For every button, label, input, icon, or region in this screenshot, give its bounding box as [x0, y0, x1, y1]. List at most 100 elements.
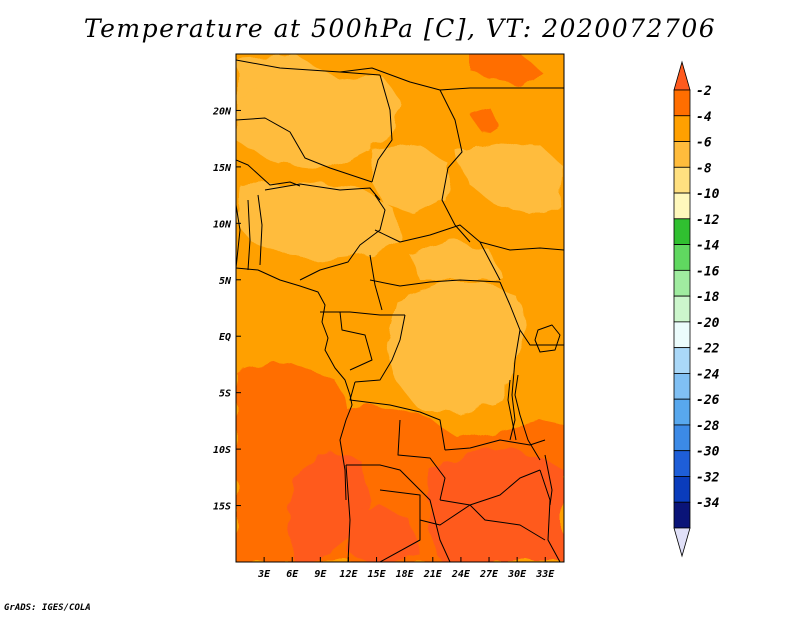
contour-congo-minus6-b: [410, 240, 500, 280]
legend-color-box: [673, 347, 691, 374]
legend-color-box: [673, 321, 691, 349]
legend-label: -14: [696, 239, 720, 254]
lake-malawi: [544, 454, 553, 506]
border-angola-zambia: [397, 419, 446, 501]
lake-tanganyika: [507, 379, 517, 441]
border-sudan-chad: [439, 89, 471, 243]
lon-tick-label: 12E: [339, 569, 358, 580]
border-ghana: [236, 204, 241, 269]
contour-north-minus6-b: [236, 90, 290, 130]
field-contours: [236, 54, 564, 562]
contour-west-minus6: [236, 182, 400, 260]
lon-tick-label: 21E: [423, 569, 443, 580]
map-frame: [235, 53, 565, 563]
legend-color-box: [673, 501, 691, 529]
legend-label: -18: [696, 290, 720, 305]
legend-label: -20: [696, 316, 720, 331]
contour-south-minus2-b: [470, 108, 500, 135]
lon-tick-label: 18E: [396, 569, 415, 580]
border-car-south: [369, 279, 501, 287]
legend-label: -26: [696, 393, 720, 408]
contour-north-minus6: [236, 58, 400, 170]
legend-color-box: [673, 89, 691, 117]
legend-label: -34: [696, 496, 720, 511]
lat-tick-label: 15N: [213, 163, 232, 174]
border-benin: [257, 194, 263, 266]
lat-tick-label: 20N: [212, 106, 232, 117]
contour-south-0-b: [430, 448, 564, 562]
legend-label: -12: [696, 213, 720, 228]
border-car-north: [374, 224, 501, 281]
legend-label: -28: [696, 419, 720, 434]
legend-color-box: [673, 398, 691, 426]
contour-south-0-c: [346, 505, 420, 562]
grads-credit: GrADS: IGES/COLA: [4, 603, 91, 613]
temperature-field: [236, 54, 564, 562]
legend-arrow-bottom: [673, 527, 691, 558]
legend-arrow-top: [673, 60, 691, 91]
border-mali-niger: [236, 117, 373, 183]
lake-victoria: [534, 324, 561, 353]
coast-west-africa: [236, 267, 353, 501]
border-nigeria-north: [264, 183, 381, 201]
legend-color-box: [673, 476, 691, 503]
border-libya-chad: [371, 74, 393, 183]
legend-color-box: [673, 244, 691, 271]
lat-tick-label: 5N: [219, 276, 232, 287]
border-zambia-zim: [439, 469, 541, 506]
border-south-sudan: [479, 241, 564, 251]
lon-tick-label: 24E: [451, 569, 471, 580]
legend-label: -32: [696, 470, 720, 485]
legend-color-box: [673, 373, 691, 400]
lat-tick-label: 10S: [213, 445, 231, 456]
lat-tick-label: EQ: [219, 332, 231, 343]
lon-tick-label: 15E: [368, 569, 387, 580]
latitude-axis: 20N 15N 10N 5N EQ 5S 10S 15S: [212, 106, 241, 513]
borders: [236, 59, 564, 562]
border-togo: [247, 199, 251, 271]
lat-tick-label: 10N: [213, 219, 232, 230]
contour-ne-minus2: [470, 54, 540, 85]
border-drc-zambia: [444, 439, 546, 451]
legend-color-box: [673, 295, 691, 323]
legend-color-box: [673, 192, 691, 220]
legend-label: -2: [696, 84, 712, 99]
legend-label: -30: [696, 445, 720, 460]
legend-label: -22: [696, 342, 720, 357]
legend-color-box: [673, 450, 691, 477]
longitude-axis: 3E 6E 9E 12E 15E 18E 21E 24E 27E 30E 33E: [257, 557, 555, 580]
legend-color-box: [673, 166, 691, 194]
legend-label: -8: [696, 161, 712, 176]
border-namibia: [346, 464, 451, 562]
border-botswana: [419, 504, 471, 526]
legend-label: -16: [696, 264, 720, 279]
lon-tick-label: 9E: [314, 569, 327, 580]
legend-color-box: [673, 218, 691, 245]
border-cameroon-car: [369, 254, 383, 311]
color-legend: -2 -4 -6 -8 -10 -12 -14 -16 -18 -20 -22 -24 -26 -28 -3…: [673, 60, 720, 558]
legend-label: -10: [696, 187, 720, 202]
lon-tick-label: 33E: [535, 569, 555, 580]
legend-color-box: [673, 141, 691, 168]
lat-tick-label: 5S: [219, 389, 231, 400]
map-title: Temperature at 500hPa [C], VT: 202007270…: [83, 14, 717, 43]
legend-label: -4: [696, 110, 712, 125]
border-west-namibia: [345, 464, 351, 562]
border-cameroon-south: [320, 311, 405, 316]
lon-tick-label: 6E: [286, 569, 299, 580]
lat-tick-label: 15S: [213, 502, 231, 513]
border-congo-drc: [354, 314, 406, 383]
border-burkina: [236, 159, 301, 187]
border-zim-south: [469, 504, 546, 541]
border-algeria-mali: [236, 59, 381, 76]
lon-tick-label: 3E: [257, 569, 271, 580]
lon-tick-label: 30E: [507, 569, 527, 580]
contour-east-minus6: [455, 140, 562, 215]
lon-tick-label: 27E: [479, 569, 499, 580]
border-namibia-botswana: [379, 489, 421, 562]
legend-color-box: [673, 424, 691, 452]
legend-color-box: [673, 269, 691, 297]
legend-label: -6: [696, 136, 712, 151]
border-nigeria-cameroon: [299, 194, 386, 281]
